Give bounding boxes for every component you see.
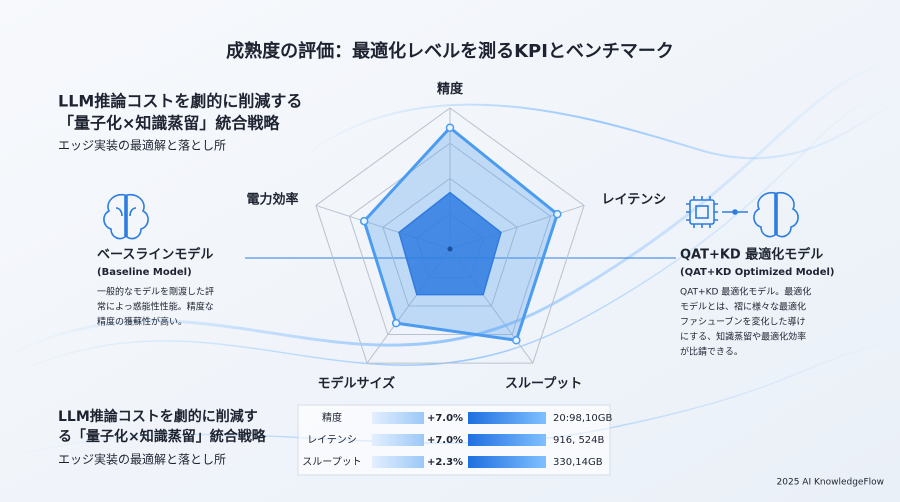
axis-label: レイテンシ	[602, 192, 667, 207]
axis-label: 電力効率	[246, 191, 298, 207]
description-line: ファシューブンを変化した導け	[680, 316, 805, 328]
kpi-table: 精度 +7.0% 20:98,10GB レイテンシ +7.0% 916, 524B スループ…	[302, 411, 612, 468]
table-change: +2.3%	[427, 457, 463, 468]
header-line: LLM推論コストを劇的に削減する	[58, 92, 302, 111]
axis-label: スループット	[505, 376, 582, 391]
description-line: が比錆できる。	[680, 346, 743, 358]
optimized-name: QAT+KD 最適化モデル	[680, 247, 823, 263]
chip-brain-icon	[686, 191, 799, 238]
radar-ring	[382, 177, 518, 307]
radar-ring	[348, 142, 552, 336]
optimized-description: QAT+KD 最適化モデル。最適化モデルとは、褶に様々な最適化ファシューブンを変…	[680, 286, 811, 358]
baseline-name: ベースラインモデル	[97, 247, 213, 263]
table-change: +7.0%	[427, 413, 463, 424]
table-bar-blue	[468, 456, 546, 468]
baseline-name-en: (Baseline Model)	[97, 267, 192, 278]
description-line: 常によっ惑能性性能。精度な	[97, 301, 214, 313]
radar-point	[391, 318, 401, 328]
title: 成熟度の評価：最適化レベルを測るKPIとベンチマーク	[226, 40, 674, 62]
radar-point	[553, 209, 562, 219]
header-line: 「量子化×知識蒸留」統合戦略	[58, 114, 280, 133]
axis-label: モデルサイズ	[318, 375, 396, 391]
footer-subtitle: エッジ実装の最適解と落とし所	[58, 452, 226, 467]
credit: 2025 AI KnowledgeFlow	[777, 478, 884, 488]
table-bar-light	[372, 434, 424, 446]
table-bar-light	[372, 456, 424, 468]
description-line: QAT+KD 最適化モデル。最適化	[680, 286, 811, 298]
description-line: モデルとは、褶に様々な最適化	[680, 301, 806, 313]
radar-center	[447, 246, 453, 252]
description-line: にする、知識蒸留や最適化効率	[680, 331, 806, 343]
table-value: 916, 524B	[553, 435, 605, 446]
axis-label: 精度	[437, 81, 464, 97]
radar-ring	[315, 107, 585, 364]
description-line: 精度の獲蘇性が高い。	[97, 316, 187, 328]
table-bar-blue	[468, 434, 546, 446]
table-label: 精度	[322, 411, 342, 424]
table-bar-light	[372, 412, 424, 424]
table-value: 330,14GB	[553, 457, 603, 468]
table-change: +7.0%	[427, 435, 463, 446]
table-label: スループット	[302, 456, 361, 468]
description-line: 一般的なモデルを剛渡した評	[97, 286, 214, 298]
table-bar-blue	[468, 412, 546, 424]
optimized-name-en: (QAT+KD Optimized Model)	[680, 267, 834, 278]
footer-line: LLM推論コストを劇的に削減す	[58, 408, 258, 425]
table-value: 20:98,10GB	[553, 413, 612, 424]
header-subtitle: エッジ実装の最適解と落とし所	[58, 138, 226, 153]
footer-line: る「量子化×知識蒸留」統合戦略	[58, 428, 267, 445]
radar-point	[512, 336, 521, 345]
table-label: レイテンシ	[307, 435, 357, 446]
radar-point	[445, 123, 455, 132]
table-box	[297, 404, 611, 476]
radar-point	[359, 216, 369, 226]
brain-icon	[103, 193, 149, 240]
radar-area	[398, 191, 502, 296]
